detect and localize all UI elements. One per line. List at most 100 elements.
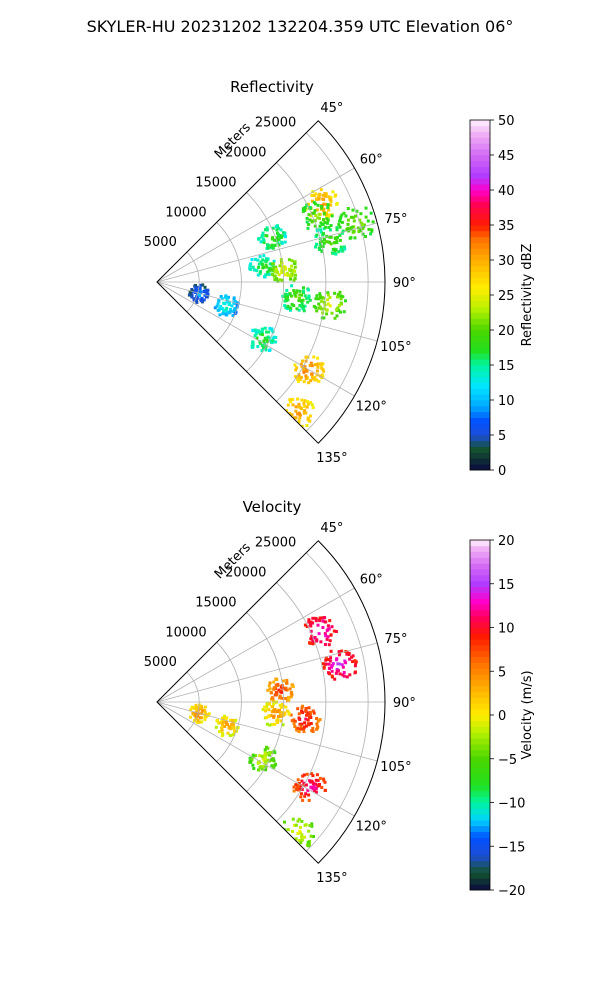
radial-tick-label: 15000 [195, 175, 236, 190]
echo-cell [369, 211, 373, 215]
colorbar-segment [470, 394, 490, 401]
echo-cell [300, 838, 304, 842]
echo-cell [351, 225, 355, 229]
echo-cell [294, 405, 298, 409]
echo-cluster [314, 226, 347, 256]
echo-cell [277, 273, 281, 277]
echo-cluster [189, 703, 211, 724]
echo-cell [299, 784, 303, 788]
echo-cell [331, 190, 335, 194]
echo-cell [254, 257, 258, 261]
echo-cell [359, 212, 363, 216]
echo-cell [307, 843, 311, 847]
echo-cell [270, 758, 274, 761]
echo-cell [255, 336, 259, 340]
echo-cell [299, 375, 303, 379]
echo-cell [333, 241, 337, 244]
echo-cell [269, 714, 273, 718]
echo-cell [271, 757, 275, 761]
echo-cell [266, 751, 270, 755]
colorbar-segment [470, 592, 490, 599]
echo-cell [234, 718, 238, 722]
echo-cell [266, 340, 270, 344]
echo-cell [353, 236, 357, 240]
echo-cell [289, 691, 293, 695]
echo-cell [196, 285, 200, 289]
echo-cell [194, 703, 198, 707]
colorbar-segment [470, 639, 490, 646]
echo-cell [309, 637, 313, 641]
echo-cell [228, 733, 232, 737]
azimuth-tick-label: 120° [356, 400, 387, 415]
echo-cell [311, 730, 315, 733]
echo-cell [309, 785, 313, 789]
echo-cell [286, 414, 289, 418]
echo-cell [293, 725, 297, 728]
echo-cell [314, 782, 318, 786]
echo-cell [249, 262, 253, 266]
echo-cell [320, 307, 324, 311]
colorbar-segment [470, 831, 490, 838]
echo-cell [306, 226, 310, 230]
echo-cell [366, 219, 370, 223]
echo-cell [196, 718, 200, 722]
echo-cell [259, 260, 263, 264]
echo-cell [271, 339, 275, 343]
echo-cell [311, 782, 315, 786]
echo-cell [311, 406, 315, 410]
echo-cell [308, 364, 312, 367]
echo-cell [276, 718, 280, 722]
echo-cell [319, 188, 323, 192]
echo-cell [309, 710, 312, 714]
echo-cell [253, 334, 257, 338]
echo-cell [278, 278, 282, 282]
colorbar-segment [470, 878, 490, 885]
colorbar-segment [470, 429, 490, 436]
echo-cell [289, 306, 293, 310]
echo-cell [297, 299, 301, 302]
echo-cell [281, 411, 285, 415]
echo-cell [341, 665, 345, 669]
echo-cell [304, 717, 308, 721]
echo-cell [328, 659, 332, 663]
echo-cell [329, 203, 333, 207]
echo-cell [300, 819, 304, 823]
azimuth-tick-label: 45° [320, 101, 343, 116]
echo-cell [316, 203, 320, 207]
echo-cell [265, 705, 269, 709]
echo-cell [310, 779, 314, 783]
echo-cell [335, 669, 339, 673]
echo-cell [290, 426, 294, 430]
echo-cell [297, 308, 301, 312]
echo-cell [200, 299, 203, 303]
echo-cell [299, 299, 303, 303]
echo-cell [233, 307, 237, 311]
echo-cell [284, 688, 288, 692]
echo-cell [286, 834, 289, 838]
echo-cell [299, 407, 303, 411]
echo-cell [302, 368, 306, 372]
echo-cell [284, 697, 288, 700]
echo-cell [295, 366, 299, 370]
echo-cell [326, 302, 330, 306]
echo-cell [269, 268, 273, 272]
echo-cell [313, 789, 316, 792]
colorbar-tick-label: 45 [498, 149, 515, 164]
echo-cell [314, 619, 318, 623]
echo-cell [195, 296, 199, 300]
colorbar-tick-label: 10 [498, 622, 515, 637]
echo-cell [298, 722, 302, 726]
echo-cell [302, 289, 305, 293]
echo-cell [348, 657, 352, 661]
echo-cell [307, 618, 311, 622]
echo-cell [317, 212, 321, 216]
echo-cell [326, 291, 330, 295]
colorbar-segment [470, 720, 490, 728]
echo-cell [260, 235, 264, 239]
echo-cluster [213, 294, 240, 317]
echo-cell [250, 758, 254, 762]
echo-cell [348, 673, 352, 677]
echo-cell [214, 725, 218, 729]
echo-cell [203, 705, 207, 709]
echo-cell [292, 789, 296, 793]
